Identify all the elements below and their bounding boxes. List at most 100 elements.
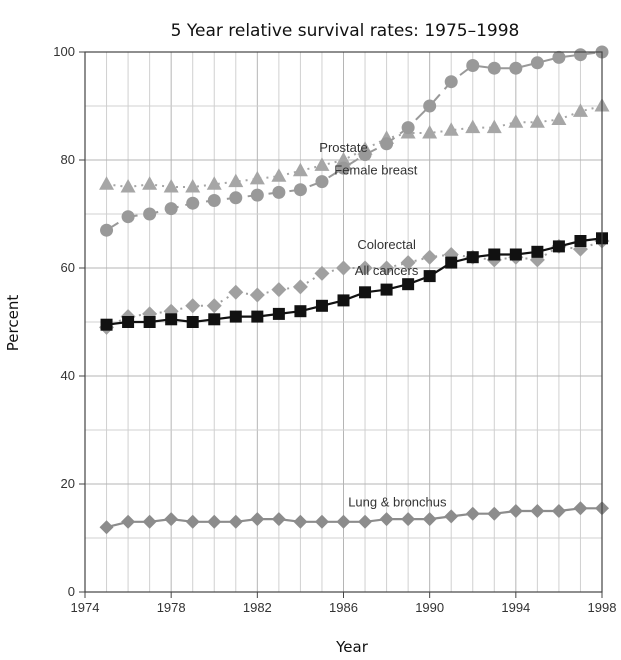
- data-point-square: [466, 251, 479, 264]
- data-point-square: [423, 270, 436, 283]
- data-point-circle: [423, 99, 437, 113]
- data-point-square: [337, 294, 350, 307]
- data-point-cross: [185, 514, 200, 529]
- x-axis-title: Year: [335, 638, 369, 656]
- y-tick-label: 80: [61, 152, 75, 167]
- data-point-triangle: [508, 114, 524, 128]
- data-point-circle: [487, 61, 501, 75]
- data-point-triangle: [486, 119, 502, 134]
- data-point-circle: [293, 183, 307, 197]
- data-point-circle: [380, 137, 394, 151]
- data-point-circle: [573, 48, 587, 62]
- data-point-circle: [100, 223, 114, 237]
- data-point-square: [445, 256, 458, 269]
- data-point-square: [294, 305, 307, 318]
- data-point-triangle: [185, 179, 201, 193]
- data-point-circle: [143, 207, 157, 221]
- data-point-square: [272, 307, 285, 320]
- y-tick-label: 60: [61, 260, 75, 275]
- series-labels: Prostate Female breast Colorectal All cance…: [319, 140, 447, 510]
- series-layer: [99, 45, 610, 535]
- data-point-cross: [487, 506, 502, 521]
- data-point-cross: [99, 520, 114, 535]
- data-point-circle: [444, 75, 458, 89]
- data-point-circle: [315, 175, 329, 189]
- data-point-square: [143, 316, 156, 328]
- x-tick-label: 1982: [243, 600, 272, 615]
- data-point-circle: [401, 121, 415, 135]
- data-point-square: [488, 248, 501, 261]
- data-point-diamond: [336, 260, 351, 276]
- data-point-cross: [508, 504, 523, 518]
- data-point-square: [552, 240, 565, 253]
- series-female-breast: [100, 45, 609, 237]
- data-point-square: [165, 313, 178, 326]
- axes: 1974 1978 1982 1986 1990 1994 1998 0 20 40 60 80 100: [53, 44, 616, 615]
- data-point-cross: [358, 514, 373, 529]
- data-point-square: [122, 316, 135, 328]
- data-point-square: [186, 316, 199, 328]
- data-point-cross: [336, 514, 351, 529]
- data-point-cross: [465, 506, 480, 521]
- data-point-triangle: [271, 168, 287, 182]
- series-label-prostate: Prostate: [319, 140, 367, 155]
- series-all-cancers: [100, 232, 608, 331]
- data-point-cross: [422, 512, 437, 527]
- data-point-triangle: [163, 179, 179, 193]
- x-tick-label: 1974: [71, 600, 100, 615]
- data-point-triangle: [314, 157, 330, 171]
- data-point-triangle: [206, 176, 222, 190]
- data-point-cross: [530, 504, 545, 518]
- data-point-diamond: [314, 265, 330, 281]
- series-label-female-breast: Female breast: [334, 163, 417, 178]
- series-label-all-cancers: All cancers: [355, 263, 419, 278]
- data-point-circle: [164, 202, 178, 216]
- x-tick-label: 1978: [157, 600, 186, 615]
- data-point-triangle: [142, 176, 158, 190]
- data-point-diamond: [292, 279, 308, 295]
- data-point-cross: [293, 514, 308, 529]
- data-point-diamond: [249, 287, 265, 303]
- data-point-triangle: [551, 111, 567, 125]
- data-point-cross: [379, 512, 394, 527]
- data-point-diamond: [206, 298, 222, 314]
- data-point-triangle: [529, 114, 545, 128]
- data-point-square: [574, 235, 587, 247]
- data-point-triangle: [465, 119, 481, 134]
- data-point-cross: [207, 514, 222, 529]
- data-point-cross: [401, 512, 416, 527]
- data-point-diamond: [185, 298, 201, 314]
- data-point-cross: [444, 509, 459, 524]
- data-point-square: [402, 278, 415, 291]
- data-point-diamond: [379, 260, 395, 276]
- data-point-square: [208, 313, 221, 326]
- data-point-circle: [229, 191, 243, 205]
- data-point-diamond: [422, 249, 438, 265]
- data-point-circle: [552, 50, 566, 64]
- data-point-triangle: [572, 103, 588, 117]
- data-point-square: [229, 310, 242, 323]
- data-point-cross: [228, 514, 243, 529]
- series-lung-bronchus: [99, 501, 609, 535]
- x-tick-label: 1998: [588, 600, 617, 615]
- data-point-cross: [142, 514, 157, 529]
- data-point-circle: [121, 210, 135, 224]
- data-point-circle: [530, 56, 544, 70]
- series-line-prostate: [106, 105, 603, 189]
- data-point-square: [251, 310, 264, 323]
- data-point-circle: [337, 161, 350, 175]
- data-point-triangle: [336, 152, 351, 166]
- series-line-all-cancers: [106, 237, 603, 326]
- data-point-triangle: [249, 170, 265, 185]
- data-point-triangle: [228, 173, 244, 188]
- data-point-triangle: [120, 179, 136, 193]
- data-point-cross: [164, 512, 179, 527]
- data-point-cross: [551, 504, 566, 518]
- data-point-square: [359, 286, 372, 299]
- x-tick-label: 1994: [501, 600, 530, 615]
- data-point-diamond: [228, 284, 244, 300]
- data-point-cross: [573, 501, 588, 516]
- series-label-lung-bronchus: Lung & bronchus: [348, 495, 447, 510]
- y-tick-label: 20: [61, 476, 75, 491]
